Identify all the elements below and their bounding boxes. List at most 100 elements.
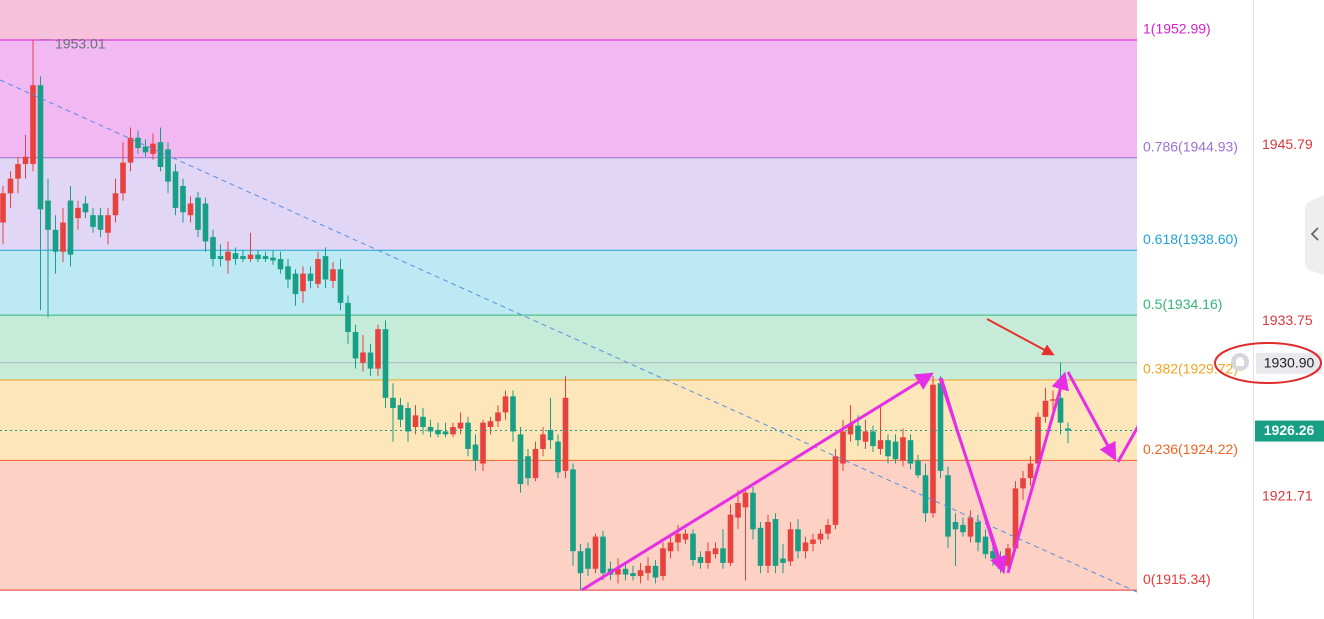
candle-body (480, 422, 486, 464)
candle-body (697, 557, 704, 563)
candles: 1953.01 (0, 35, 1253, 591)
candle-body (277, 259, 284, 270)
candle-body (600, 536, 606, 574)
labels: 1(1952.99) 0.786(1944.93) 0.618(1938.60) 0.… (1143, 21, 1324, 587)
candle-body (0, 193, 6, 223)
candle-body (525, 456, 531, 479)
candle-body (960, 524, 966, 533)
collapse-button[interactable] (1305, 195, 1324, 275)
candle-body (90, 215, 96, 227)
candle-body (1005, 548, 1011, 566)
trend-line (0, 79, 1138, 593)
candle-body (465, 422, 471, 449)
candle-body (457, 422, 464, 429)
candle-body (67, 200, 74, 255)
candle-body (322, 256, 329, 280)
candle-body (907, 440, 914, 464)
collapse-tab[interactable] (1305, 195, 1324, 275)
alert-price-label: 1930.90 (1264, 354, 1315, 370)
candle-body (240, 256, 246, 260)
candle-body (720, 548, 726, 563)
candle-body (930, 384, 936, 514)
chevron (1310, 227, 1319, 241)
candle-body (885, 440, 891, 457)
candle-body (645, 565, 651, 574)
fib-level-label: 0.618(1938.60) (1143, 231, 1238, 247)
last-price-box (1255, 420, 1324, 442)
candle-body (900, 437, 906, 461)
candle-body (397, 405, 404, 420)
candle-body (120, 162, 126, 194)
candle-body (217, 256, 224, 260)
candle-body (675, 533, 681, 543)
candle-body (772, 519, 779, 566)
candle-body (435, 429, 441, 435)
candle-body (450, 427, 456, 435)
fib-bands (0, 0, 1137, 591)
candle-body (847, 424, 854, 435)
candle-body (877, 440, 884, 449)
candle-body (285, 266, 291, 280)
candle-body (592, 536, 599, 569)
candle-body (225, 251, 231, 261)
candle-body (270, 257, 276, 261)
candle-body (367, 352, 374, 369)
candle-body (75, 207, 81, 219)
candle-body (622, 568, 629, 575)
candle-body (442, 431, 449, 435)
candle-body (652, 565, 659, 578)
candle-body (945, 475, 951, 537)
candle-body (247, 254, 254, 260)
candle-body (1012, 488, 1019, 549)
candle-body (795, 529, 801, 552)
candle-body (195, 197, 201, 230)
candle-body (870, 431, 876, 447)
fib-level-label: 0.236(1924.22) (1143, 441, 1238, 457)
candle-body (405, 408, 411, 432)
fib-band (0, 250, 1137, 316)
candle-body (255, 254, 261, 260)
candle-body (952, 521, 959, 530)
candle-body (112, 193, 119, 216)
candle-body (60, 222, 66, 252)
candle-body (915, 460, 921, 476)
candle-body (172, 171, 179, 208)
candle-body (780, 558, 786, 563)
fib-band (0, 0, 1137, 41)
candle-body (577, 551, 584, 574)
candle-body (922, 475, 929, 514)
wave-line (941, 377, 1001, 569)
candle-body (757, 527, 764, 566)
wave-arrow (1066, 371, 1117, 461)
candle-body (360, 352, 366, 363)
candle-body (495, 412, 501, 422)
fib-band (0, 315, 1137, 380)
candle-body (712, 548, 719, 555)
candle-body (765, 521, 771, 566)
candle-body (540, 434, 546, 449)
candle-body (735, 503, 741, 518)
fib-level-label: 1(1952.99) (1143, 21, 1211, 37)
candle-body (337, 269, 344, 303)
wave-arrow (1006, 371, 1069, 574)
candle-body (510, 396, 516, 432)
candle-body (832, 456, 839, 525)
candle-body (982, 536, 989, 555)
candle-body (187, 203, 194, 216)
candle-body (210, 237, 216, 260)
candle-body (1050, 399, 1056, 401)
candle-body (892, 441, 899, 460)
candle-body (135, 137, 141, 148)
y-tick-label: 1933.75 (1262, 312, 1313, 328)
candle-body (232, 253, 239, 260)
candle-body (825, 524, 831, 534)
candle-body (727, 514, 734, 563)
y-tick-label: 1921.71 (1262, 488, 1313, 504)
candle-body (307, 273, 314, 281)
fib-band (0, 460, 1137, 591)
candle-body (315, 259, 321, 284)
candle-body (330, 269, 336, 281)
candle-body (420, 416, 426, 428)
candle-body (37, 85, 44, 210)
